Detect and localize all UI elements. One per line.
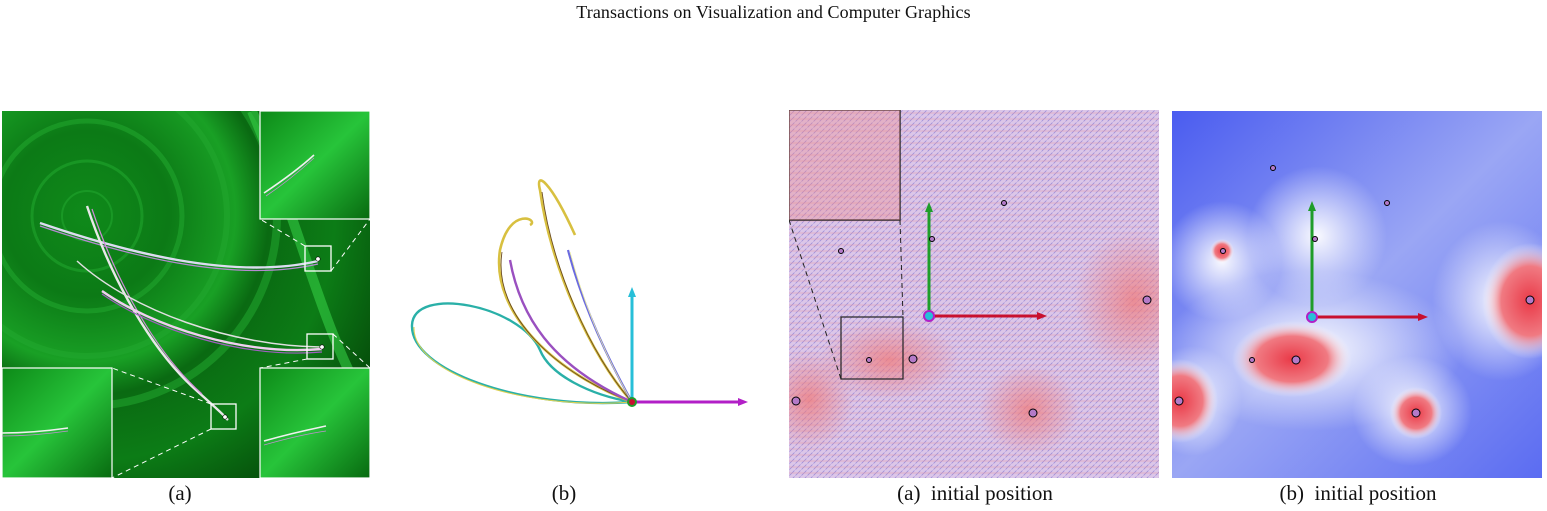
caption-figure-3: (a) initial position xyxy=(897,481,1053,505)
endpoint-markers xyxy=(222,256,325,420)
trajectory-curves xyxy=(410,179,633,405)
zoom-inset xyxy=(789,110,904,380)
zoom-inset-bottom-right xyxy=(259,367,370,478)
axes xyxy=(627,287,748,407)
caption-figure-2: (b) xyxy=(551,481,577,505)
axes xyxy=(1306,201,1428,323)
running-header: Transactions on Visualization and Comput… xyxy=(576,2,971,22)
sample-points xyxy=(791,200,1152,418)
figure-a-vector-field xyxy=(789,110,1159,478)
zoom-connectors xyxy=(111,218,370,478)
trajectories xyxy=(39,205,323,421)
axes xyxy=(923,202,1047,322)
zoom-boxes xyxy=(210,245,334,430)
figure-b-3d-trajectories xyxy=(400,165,760,420)
sample-points xyxy=(1174,165,1535,418)
zoom-inset-top-right xyxy=(259,111,370,220)
red-regions xyxy=(789,230,1159,455)
zoom-inset-bottom-left xyxy=(2,367,113,478)
caption-figure-4: (b) initial position xyxy=(1279,481,1437,505)
figure-b-potential-field xyxy=(1172,111,1542,478)
caption-figure-1: (a) xyxy=(168,481,192,505)
figure-a-green-field xyxy=(2,111,370,478)
